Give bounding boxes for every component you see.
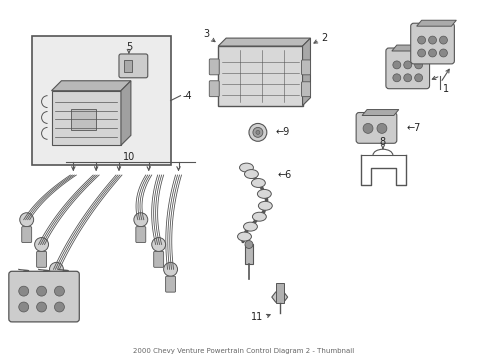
FancyBboxPatch shape (71, 109, 96, 130)
Ellipse shape (243, 222, 257, 231)
Circle shape (134, 213, 147, 227)
FancyBboxPatch shape (37, 251, 46, 267)
Circle shape (54, 302, 64, 312)
Circle shape (151, 238, 165, 251)
Circle shape (403, 74, 411, 82)
Ellipse shape (239, 163, 253, 172)
Circle shape (252, 127, 263, 137)
Circle shape (414, 61, 422, 69)
Circle shape (427, 49, 436, 57)
FancyBboxPatch shape (244, 244, 252, 264)
Text: 5: 5 (125, 42, 132, 52)
Ellipse shape (251, 179, 265, 188)
FancyBboxPatch shape (301, 60, 310, 75)
FancyBboxPatch shape (218, 46, 302, 105)
Circle shape (163, 262, 177, 276)
FancyBboxPatch shape (410, 23, 453, 64)
Polygon shape (218, 38, 310, 46)
Ellipse shape (258, 201, 272, 210)
FancyBboxPatch shape (385, 48, 428, 89)
FancyBboxPatch shape (165, 276, 175, 292)
FancyBboxPatch shape (123, 60, 132, 72)
Circle shape (37, 286, 46, 296)
Ellipse shape (244, 170, 258, 179)
Text: 2000 Chevy Venture Powertrain Control Diagram 2 - Thumbnail: 2000 Chevy Venture Powertrain Control Di… (133, 348, 354, 354)
Circle shape (255, 130, 259, 134)
Circle shape (417, 36, 425, 44)
Text: 8: 8 (379, 137, 385, 147)
Ellipse shape (257, 189, 271, 198)
Text: ←6: ←6 (277, 170, 291, 180)
Circle shape (37, 302, 46, 312)
Circle shape (392, 74, 400, 82)
FancyBboxPatch shape (275, 283, 283, 303)
Circle shape (414, 74, 422, 82)
Circle shape (439, 49, 447, 57)
Text: -4: -4 (182, 91, 192, 101)
Ellipse shape (237, 232, 251, 241)
Polygon shape (271, 292, 287, 302)
Polygon shape (361, 109, 398, 116)
FancyBboxPatch shape (355, 113, 396, 143)
FancyBboxPatch shape (209, 81, 219, 96)
Text: 2: 2 (321, 33, 327, 43)
FancyBboxPatch shape (9, 271, 79, 322)
FancyBboxPatch shape (21, 227, 32, 243)
FancyBboxPatch shape (32, 36, 170, 165)
FancyBboxPatch shape (119, 54, 147, 78)
Circle shape (248, 123, 266, 141)
Polygon shape (51, 81, 131, 91)
Ellipse shape (252, 212, 266, 221)
Circle shape (244, 240, 252, 248)
Circle shape (19, 286, 29, 296)
Polygon shape (121, 81, 131, 145)
Circle shape (19, 302, 29, 312)
Circle shape (427, 36, 436, 44)
Polygon shape (302, 38, 310, 105)
Circle shape (54, 286, 64, 296)
Text: 3: 3 (203, 29, 209, 39)
Text: 1: 1 (443, 84, 448, 94)
Polygon shape (416, 20, 455, 26)
Circle shape (20, 213, 34, 227)
Circle shape (362, 123, 372, 133)
FancyBboxPatch shape (136, 227, 145, 243)
FancyBboxPatch shape (209, 59, 219, 75)
Circle shape (35, 238, 48, 251)
Text: ←7: ←7 (406, 123, 420, 134)
Circle shape (417, 49, 425, 57)
Circle shape (392, 61, 400, 69)
Text: 11: 11 (250, 312, 263, 322)
Polygon shape (391, 45, 431, 51)
Circle shape (49, 262, 63, 276)
Text: ←9: ←9 (275, 127, 289, 138)
Text: 10: 10 (122, 152, 135, 162)
Circle shape (403, 61, 411, 69)
FancyBboxPatch shape (51, 276, 61, 292)
FancyBboxPatch shape (51, 91, 121, 145)
FancyBboxPatch shape (301, 82, 310, 96)
Circle shape (439, 36, 447, 44)
Circle shape (376, 123, 386, 133)
FancyBboxPatch shape (153, 251, 163, 267)
